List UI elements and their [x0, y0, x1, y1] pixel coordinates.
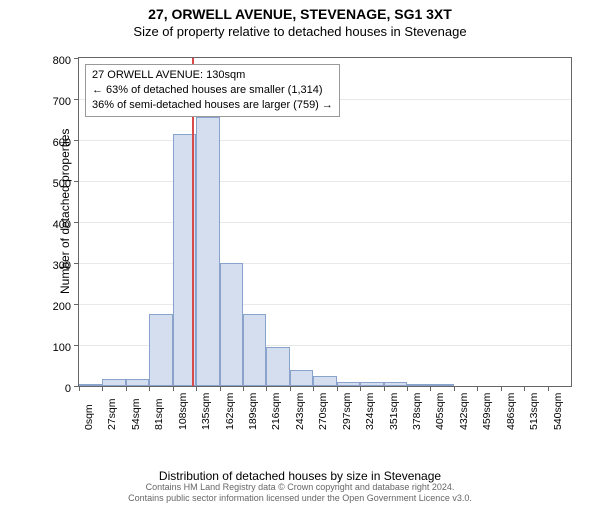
- credits-line-2: Contains public sector information licen…: [128, 493, 472, 503]
- x-tick: [290, 386, 291, 391]
- credits-line-1: Contains HM Land Registry data © Crown c…: [146, 482, 455, 492]
- y-tick-label: 800: [41, 55, 71, 67]
- x-tick-label: 351sqm: [388, 393, 400, 430]
- x-tick: [454, 386, 455, 391]
- gridline: [79, 222, 571, 223]
- y-tick: [74, 263, 79, 264]
- histogram-bar: [149, 314, 172, 386]
- gridline: [79, 140, 571, 141]
- chart-container: Number of detached properties 0100200300…: [48, 54, 580, 424]
- y-tick-label: 700: [41, 96, 71, 108]
- gridline: [79, 304, 571, 305]
- x-tick: [149, 386, 150, 391]
- histogram-bar: [266, 347, 289, 386]
- x-tick: [524, 386, 525, 391]
- histogram-bar: [243, 314, 266, 386]
- y-tick: [74, 58, 79, 59]
- y-tick: [74, 181, 79, 182]
- callout-line-1: 27 ORWELL AVENUE: 130sqm: [92, 68, 333, 83]
- x-tick-label: 324sqm: [364, 393, 376, 430]
- x-tick-label: 486sqm: [505, 393, 517, 430]
- y-tick-label: 500: [41, 178, 71, 190]
- x-tick-label: 405sqm: [434, 393, 446, 430]
- histogram-bar: [290, 370, 313, 386]
- plot-area: 01002003004005006007008000sqm27sqm54sqm8…: [78, 57, 572, 387]
- gridline: [79, 181, 571, 182]
- x-tick-label: 378sqm: [411, 393, 423, 430]
- x-tick: [337, 386, 338, 391]
- histogram-bar: [407, 384, 430, 386]
- x-tick: [173, 386, 174, 391]
- x-tick-label: 540sqm: [552, 393, 564, 430]
- y-tick: [74, 345, 79, 346]
- callout-line-2: ← 63% of detached houses are smaller (1,…: [92, 83, 333, 98]
- y-tick-label: 400: [41, 219, 71, 231]
- y-tick: [74, 140, 79, 141]
- x-tick-label: 216sqm: [270, 393, 282, 430]
- x-tick: [430, 386, 431, 391]
- x-tick: [196, 386, 197, 391]
- x-tick-label: 270sqm: [317, 393, 329, 430]
- x-tick: [313, 386, 314, 391]
- x-tick-label: 108sqm: [177, 393, 189, 430]
- y-tick: [74, 304, 79, 305]
- x-tick: [243, 386, 244, 391]
- x-tick: [477, 386, 478, 391]
- x-tick: [102, 386, 103, 391]
- x-axis-label: Distribution of detached houses by size …: [0, 469, 600, 483]
- y-tick: [74, 99, 79, 100]
- x-tick-label: 27sqm: [106, 398, 118, 430]
- y-tick-label: 600: [41, 137, 71, 149]
- gridline: [79, 263, 571, 264]
- x-tick-label: 81sqm: [153, 398, 165, 430]
- x-tick-label: 513sqm: [528, 393, 540, 430]
- x-tick-label: 432sqm: [458, 393, 470, 430]
- x-tick: [407, 386, 408, 391]
- y-tick: [74, 222, 79, 223]
- histogram-bar: [126, 379, 149, 386]
- x-tick: [220, 386, 221, 391]
- x-tick: [266, 386, 267, 391]
- x-tick-label: 243sqm: [294, 393, 306, 430]
- x-tick: [548, 386, 549, 391]
- histogram-bar: [220, 263, 243, 386]
- x-tick-label: 54sqm: [130, 398, 142, 430]
- x-tick-label: 189sqm: [247, 393, 259, 430]
- x-tick-label: 0sqm: [83, 404, 95, 430]
- y-tick-label: 100: [41, 342, 71, 354]
- x-tick: [384, 386, 385, 391]
- x-tick-label: 297sqm: [341, 393, 353, 430]
- x-tick-label: 135sqm: [200, 393, 212, 430]
- histogram-bar: [79, 384, 102, 386]
- y-tick-label: 0: [41, 383, 71, 395]
- x-tick: [360, 386, 361, 391]
- callout-box: 27 ORWELL AVENUE: 130sqm← 63% of detache…: [85, 64, 340, 117]
- x-tick-label: 162sqm: [224, 393, 236, 430]
- y-tick-label: 300: [41, 260, 71, 272]
- callout-line-3: 36% of semi-detached houses are larger (…: [92, 98, 333, 113]
- x-tick: [126, 386, 127, 391]
- histogram-bar: [313, 376, 336, 386]
- histogram-bar: [360, 382, 383, 386]
- y-tick-label: 200: [41, 301, 71, 313]
- chart-subtitle: Size of property relative to detached ho…: [0, 24, 600, 39]
- histogram-bar: [384, 382, 407, 386]
- histogram-bar: [196, 117, 219, 386]
- x-tick: [501, 386, 502, 391]
- chart-title: 27, ORWELL AVENUE, STEVENAGE, SG1 3XT: [0, 6, 600, 22]
- histogram-bar: [102, 379, 125, 386]
- histogram-bar: [430, 384, 453, 386]
- x-tick-label: 459sqm: [481, 393, 493, 430]
- histogram-bar: [337, 382, 360, 386]
- chart-credits: Contains HM Land Registry data © Crown c…: [0, 482, 600, 504]
- x-tick: [79, 386, 80, 391]
